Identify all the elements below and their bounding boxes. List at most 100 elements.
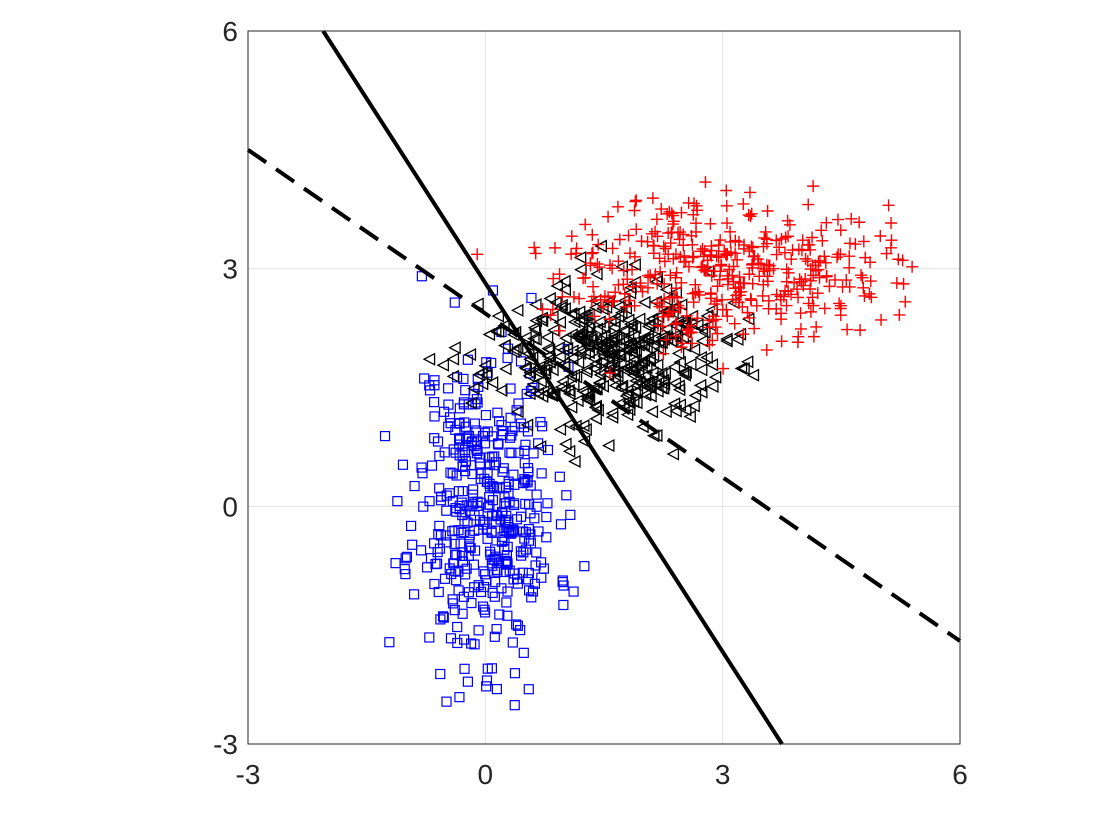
plus-point — [669, 318, 682, 331]
plus-point — [628, 299, 641, 312]
plus-point — [750, 299, 763, 312]
triangle-point — [560, 341, 574, 356]
square-point — [503, 488, 514, 499]
square-point — [482, 663, 493, 674]
square-point — [486, 357, 497, 369]
plus-point — [705, 249, 718, 262]
plus-point — [813, 271, 826, 284]
plus-point — [675, 276, 688, 289]
plus-point — [721, 217, 734, 230]
plus-point — [669, 271, 682, 284]
plus-point — [712, 251, 725, 264]
square-point — [466, 638, 477, 649]
plus-point — [782, 266, 795, 279]
triangle-point — [527, 321, 541, 335]
square-point — [434, 450, 445, 462]
triangle-point — [666, 447, 680, 461]
triangle-point — [582, 317, 596, 331]
square-point — [508, 499, 520, 511]
triangle-point — [498, 338, 511, 353]
plus-point — [565, 248, 578, 261]
square-point — [490, 516, 501, 527]
square-point — [507, 425, 518, 437]
square-point — [418, 501, 429, 512]
plus-point — [754, 258, 767, 271]
triangle-point — [578, 308, 591, 322]
triangle-point — [529, 332, 542, 346]
plus-point — [588, 310, 601, 323]
plus-point — [586, 228, 599, 241]
triangle-point — [660, 331, 674, 345]
triangle-point — [526, 378, 540, 392]
plus-point — [863, 287, 876, 300]
plus-point — [645, 227, 658, 240]
square-point — [505, 383, 516, 394]
plus-point — [669, 329, 682, 342]
plus-point — [665, 207, 678, 220]
triangle-point — [511, 405, 524, 419]
plus-point — [662, 248, 675, 261]
square-point — [509, 568, 520, 579]
triangle-point — [556, 375, 569, 389]
triangle-point — [559, 331, 572, 345]
square-point — [443, 383, 454, 394]
triangle-point — [675, 315, 689, 329]
triangle-point — [601, 439, 615, 453]
square-point — [460, 456, 472, 467]
triangle-point — [588, 400, 602, 415]
square-point — [509, 421, 520, 433]
square-point — [450, 424, 461, 436]
plus-point — [770, 248, 783, 261]
triangle-point — [640, 375, 654, 389]
plus-point — [745, 207, 758, 220]
plus-point — [782, 285, 795, 298]
plus-point — [746, 277, 759, 290]
triangle-point — [645, 405, 659, 419]
triangle-point — [649, 295, 662, 309]
square-point — [480, 569, 491, 580]
plus-point — [831, 213, 844, 226]
plus-point — [840, 274, 853, 287]
square-point — [479, 427, 490, 438]
plus-point — [799, 272, 812, 285]
triangle-point — [683, 409, 696, 424]
square-point — [481, 681, 492, 692]
triangle-point — [520, 418, 534, 432]
square-point — [467, 489, 479, 500]
square-point — [492, 438, 504, 449]
square-point — [479, 438, 491, 449]
plus-point — [759, 225, 772, 238]
y-tick-labels: -3 0 3 6 — [213, 16, 238, 760]
plus-point — [628, 250, 641, 263]
square-point — [502, 541, 513, 553]
square-point — [501, 550, 512, 561]
plus-point — [804, 243, 817, 256]
triangle-point — [688, 388, 702, 403]
triangle-point — [463, 348, 477, 362]
square-point — [533, 526, 544, 537]
plus-point — [761, 275, 774, 288]
square-point — [541, 532, 552, 543]
square-point — [520, 476, 531, 487]
triangle-point — [607, 328, 620, 342]
triangle-point — [541, 349, 555, 363]
plus-point — [703, 314, 716, 327]
square-point — [441, 490, 452, 501]
triangle-point — [611, 369, 624, 383]
plus-point — [797, 279, 810, 292]
plus-point — [720, 184, 733, 197]
square-point — [507, 637, 518, 648]
triangle-point — [687, 399, 700, 413]
triangle-point — [576, 313, 589, 327]
square-point — [518, 647, 529, 658]
square-point — [502, 586, 513, 597]
triangle-point — [446, 369, 460, 383]
triangle-point — [646, 429, 660, 443]
plus-point — [658, 293, 671, 306]
square-point — [448, 444, 459, 455]
plus-point — [729, 247, 742, 260]
triangle-point — [623, 336, 636, 351]
triangle-point — [667, 397, 681, 411]
square-point — [432, 436, 444, 447]
triangle-point — [518, 361, 531, 375]
